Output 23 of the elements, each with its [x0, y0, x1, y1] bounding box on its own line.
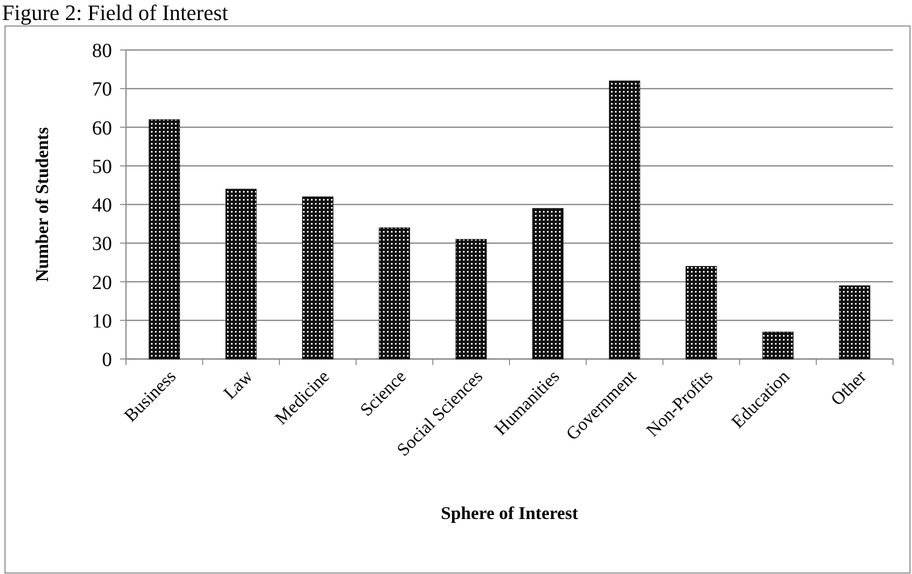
- bar: [686, 266, 717, 360]
- bar: [378, 227, 410, 360]
- bar: [532, 208, 564, 360]
- bar: [608, 80, 640, 360]
- x-axis-title: Sphere of Interest: [440, 503, 578, 523]
- y-tick-label: 30: [92, 233, 112, 256]
- bar: [456, 239, 487, 360]
- bar: [762, 332, 794, 360]
- y-tick-label: 10: [92, 310, 112, 332]
- y-tick-label: 80: [92, 40, 112, 62]
- bar: [225, 188, 257, 360]
- bar: [839, 285, 870, 360]
- y-axis-title: Number of Students: [32, 127, 52, 282]
- y-tick-label: 20: [92, 272, 112, 294]
- y-tick-label: 60: [92, 117, 112, 140]
- chart-title: Figure 2: Field of Interest: [2, 0, 228, 25]
- y-tick-label: 0: [102, 349, 112, 371]
- bar: [302, 196, 334, 360]
- y-tick-label: 50: [92, 156, 112, 178]
- y-tick-label: 70: [92, 78, 112, 101]
- bar: [148, 119, 180, 360]
- y-tick-label: 40: [92, 194, 112, 216]
- x-tick-label: Law: [220, 366, 256, 403]
